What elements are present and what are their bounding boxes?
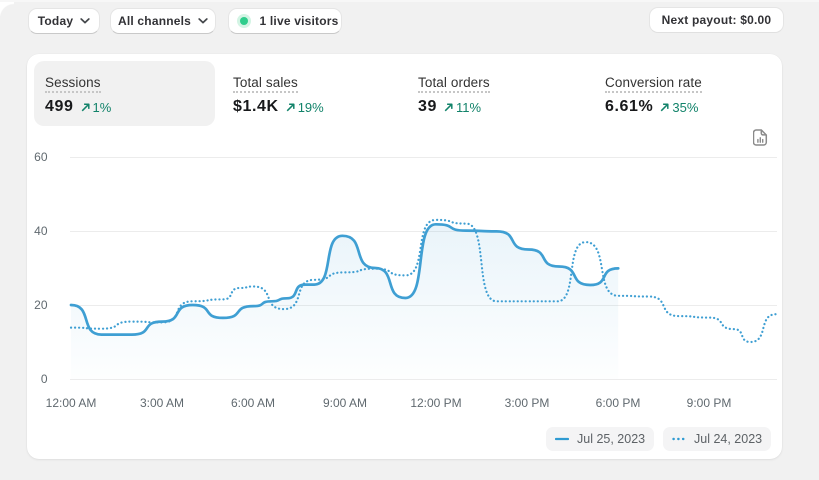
svg-text:0: 0 xyxy=(41,372,48,386)
svg-text:9:00 AM: 9:00 AM xyxy=(323,396,367,410)
svg-text:6:00 AM: 6:00 AM xyxy=(231,396,275,410)
svg-text:12:00 AM: 12:00 AM xyxy=(46,396,97,410)
svg-text:3:00 PM: 3:00 PM xyxy=(505,396,550,410)
svg-text:12:00 PM: 12:00 PM xyxy=(410,396,461,410)
svg-text:6:00 PM: 6:00 PM xyxy=(596,396,641,410)
svg-text:40: 40 xyxy=(34,224,48,238)
svg-text:9:00 PM: 9:00 PM xyxy=(687,396,732,410)
svg-text:20: 20 xyxy=(34,298,48,312)
svg-text:3:00 AM: 3:00 AM xyxy=(140,396,184,410)
svg-text:60: 60 xyxy=(34,150,48,164)
